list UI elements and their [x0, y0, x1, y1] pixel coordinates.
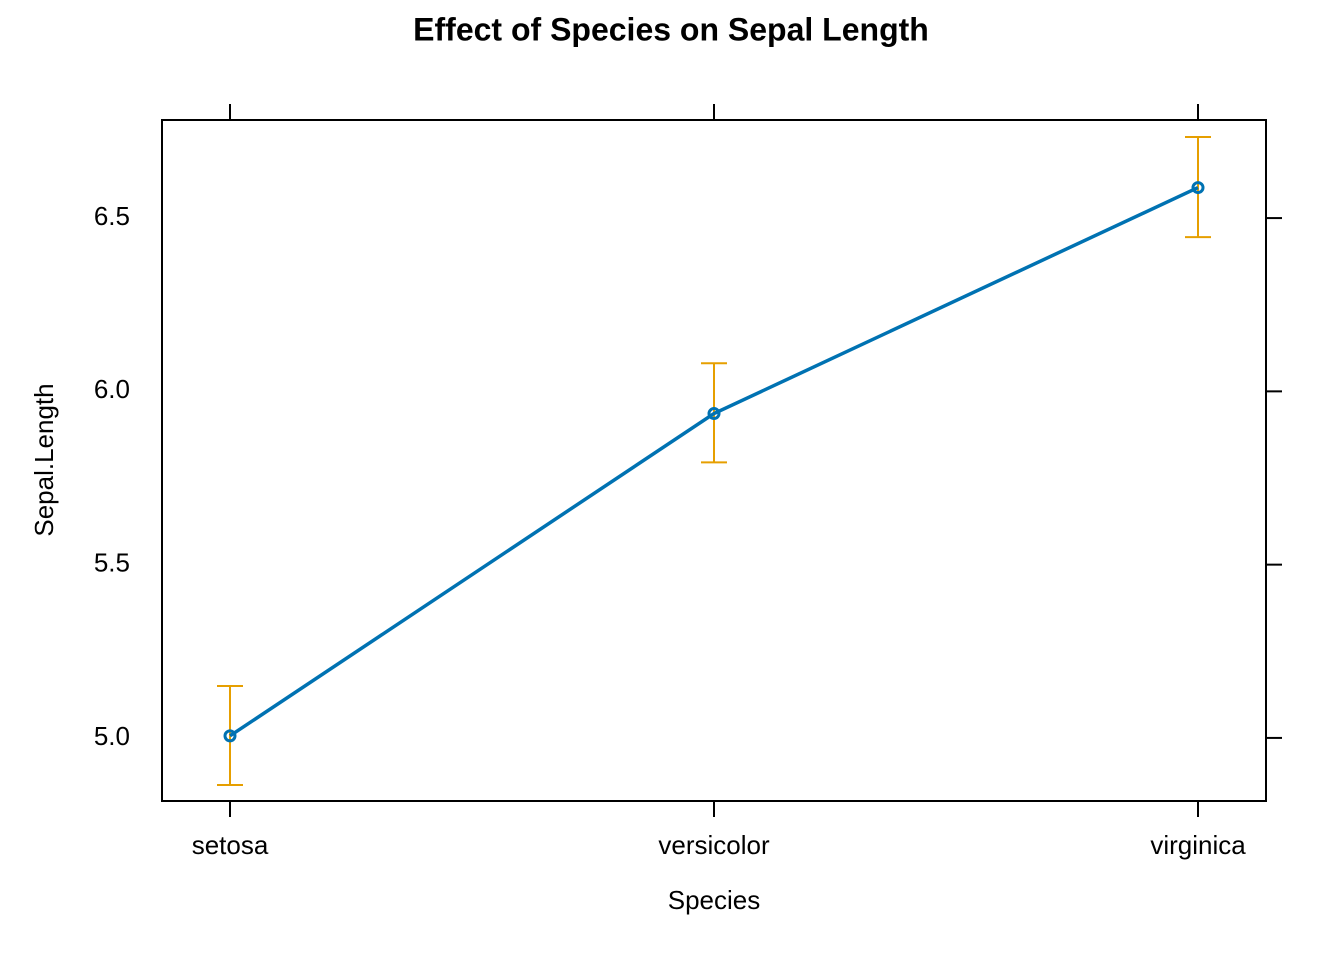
error-bar	[1185, 135, 1211, 239]
y-axis-label: Sepal.Length	[29, 383, 59, 536]
x-tick-label: versicolor	[658, 830, 770, 860]
line	[229, 185, 1199, 738]
x-axis-label: Species	[668, 885, 761, 915]
chart-title: Effect of Species on Sepal Length	[413, 11, 929, 47]
y-tick-label: 6.5	[94, 201, 130, 231]
point	[223, 729, 237, 743]
x-tick-label: virginica	[1150, 830, 1246, 860]
y-tick-label: 5.5	[94, 548, 130, 578]
x-tick-label: setosa	[192, 830, 269, 860]
y-tick-label: 6.0	[94, 374, 130, 404]
point	[1191, 181, 1205, 195]
y-tick-label: 5.0	[94, 721, 130, 751]
point	[707, 407, 721, 421]
